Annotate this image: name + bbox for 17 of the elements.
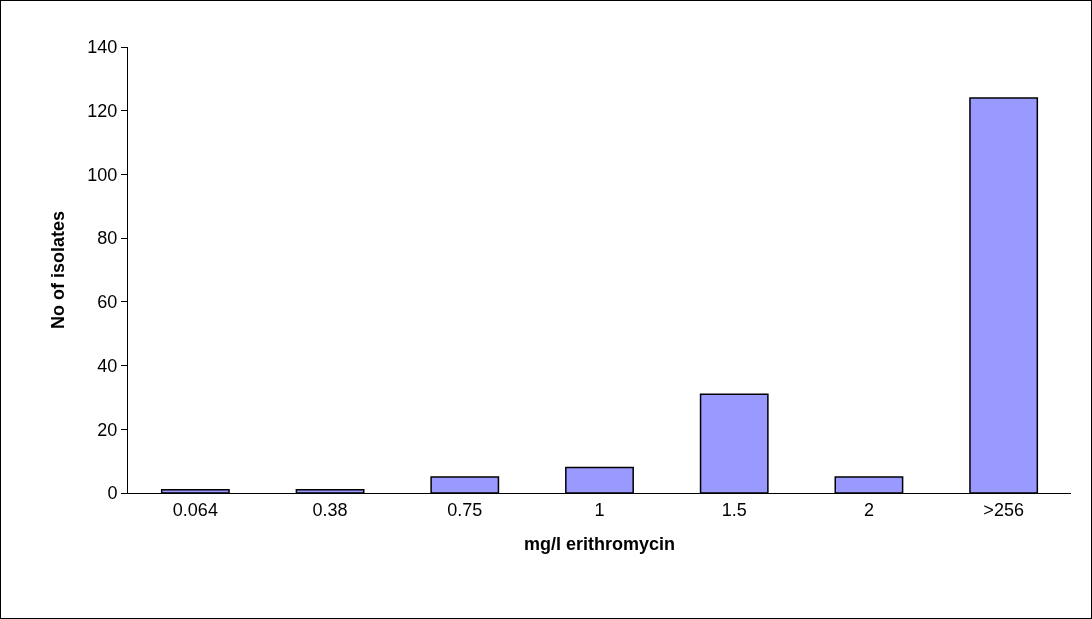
y-tick-label: 100 — [87, 164, 118, 185]
x-tick-label: 1 — [594, 499, 605, 520]
y-tick-label: 120 — [87, 101, 118, 122]
x-tick-label: 0.064 — [172, 499, 218, 520]
y-tick-label: 0 — [107, 483, 118, 504]
y-tick-label: 40 — [97, 355, 118, 376]
y-tick-label: 60 — [97, 292, 118, 313]
y-tick-label: 80 — [97, 228, 118, 249]
y-tick-label: 140 — [87, 37, 118, 58]
y-axis-title: No of isolates — [47, 210, 68, 330]
y-tick-label: 20 — [97, 419, 118, 440]
x-tick-label: >256 — [983, 499, 1024, 520]
x-tick-label: 1.5 — [721, 499, 747, 520]
x-tick-label: 0.38 — [312, 499, 348, 520]
x-axis-title: mg/l erithromycin — [523, 533, 676, 554]
x-tick-label: 2 — [863, 499, 874, 520]
x-tick-label: 0.75 — [447, 499, 483, 520]
